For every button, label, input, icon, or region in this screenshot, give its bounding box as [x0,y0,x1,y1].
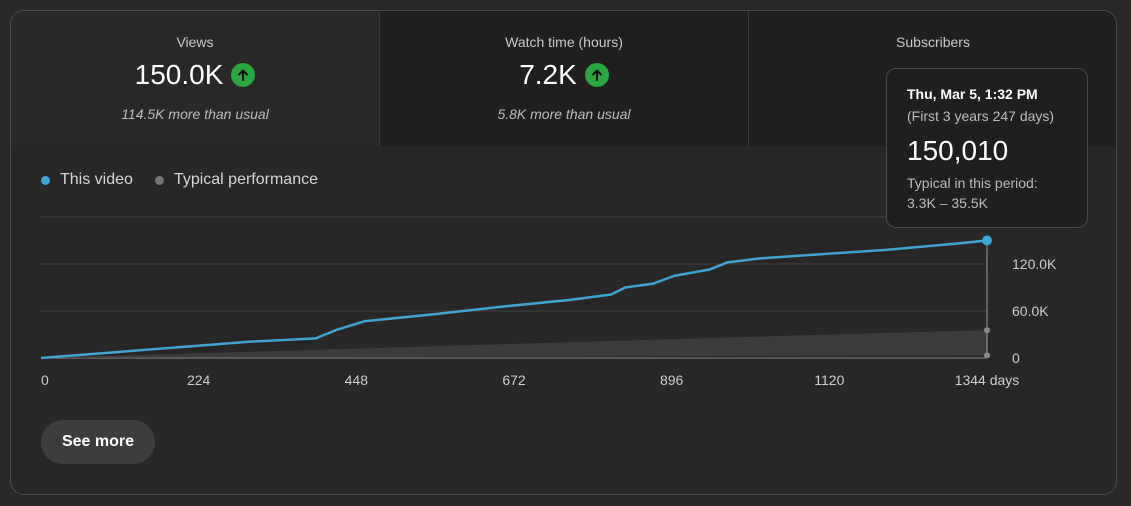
x-tick-label: 448 [345,372,369,388]
tab-views-value-row: 150.0K [11,59,379,91]
x-tick-label: 672 [502,372,526,388]
x-tick-label: 224 [187,372,211,388]
tab-views-comparison: 114.5K more than usual [121,106,269,122]
legend-item-this-video[interactable]: This video [41,171,133,189]
x-tick-label: 0 [41,372,49,388]
arrow-up-circle-icon [231,63,256,87]
legend-item-typical[interactable]: Typical performance [154,171,318,189]
y-tick-label: 0 [1012,350,1020,366]
typical-performance-band [41,330,987,358]
tab-views[interactable]: Views 150.0K 114.5K more than usual [11,11,379,146]
tooltip-typical-range: 3.3K – 35.5K [907,195,988,211]
x-tick-label: 1120 [814,372,844,388]
chart-legend: This video Typical performance [41,171,318,189]
tooltip-value: 150,010 [907,135,1009,166]
tab-watch-time[interactable]: Watch time (hours) 7.2K 5.8K more than u… [379,11,748,146]
tab-views-value: 150.0K [134,59,224,90]
tooltip-period: (First 3 years 247 days) [907,108,1055,124]
hover-point-typical-low [984,352,990,359]
this-video-line [40,239,988,360]
tab-watch-time-value: 7.2K [519,59,577,90]
hover-point-typical-high [984,327,990,334]
tab-subscribers-label: Subscribers [896,34,970,50]
x-tick-label: 1344 days [955,372,1020,388]
legend-this-video-label: This video [60,171,133,188]
x-tick-label: 896 [660,372,684,388]
legend-typical-swatch [154,175,164,185]
tab-watch-time-label: Watch time (hours) [505,34,623,50]
tab-watch-time-value-row: 7.2K [380,59,748,91]
tab-views-label: Views [176,34,214,50]
hover-point-this-video [982,235,992,246]
views-analytics-card: Views 150.0K 114.5K more than usual Watc… [10,10,1117,495]
tooltip-date: Thu, Mar 5, 1:32 PM [907,86,1038,102]
tooltip-typical-label: Typical in this period: [907,175,1038,191]
y-tick-label: 120.0K [1012,256,1057,272]
y-tick-label: 60.0K [1012,303,1049,319]
tab-watch-time-comparison: 5.8K more than usual [497,106,631,122]
see-more-button[interactable]: See more [41,420,155,464]
arrow-up-circle-icon [584,63,609,87]
chart-tooltip: Thu, Mar 5, 1:32 PM (First 3 years 247 d… [886,68,1088,228]
views-line-chart[interactable]: 0 224 448 672 896 1120 1344 days 0 60.0K 120.0K [11,11,1116,401]
legend-this-video-swatch [41,175,50,185]
legend-typical-label: Typical performance [173,171,318,188]
